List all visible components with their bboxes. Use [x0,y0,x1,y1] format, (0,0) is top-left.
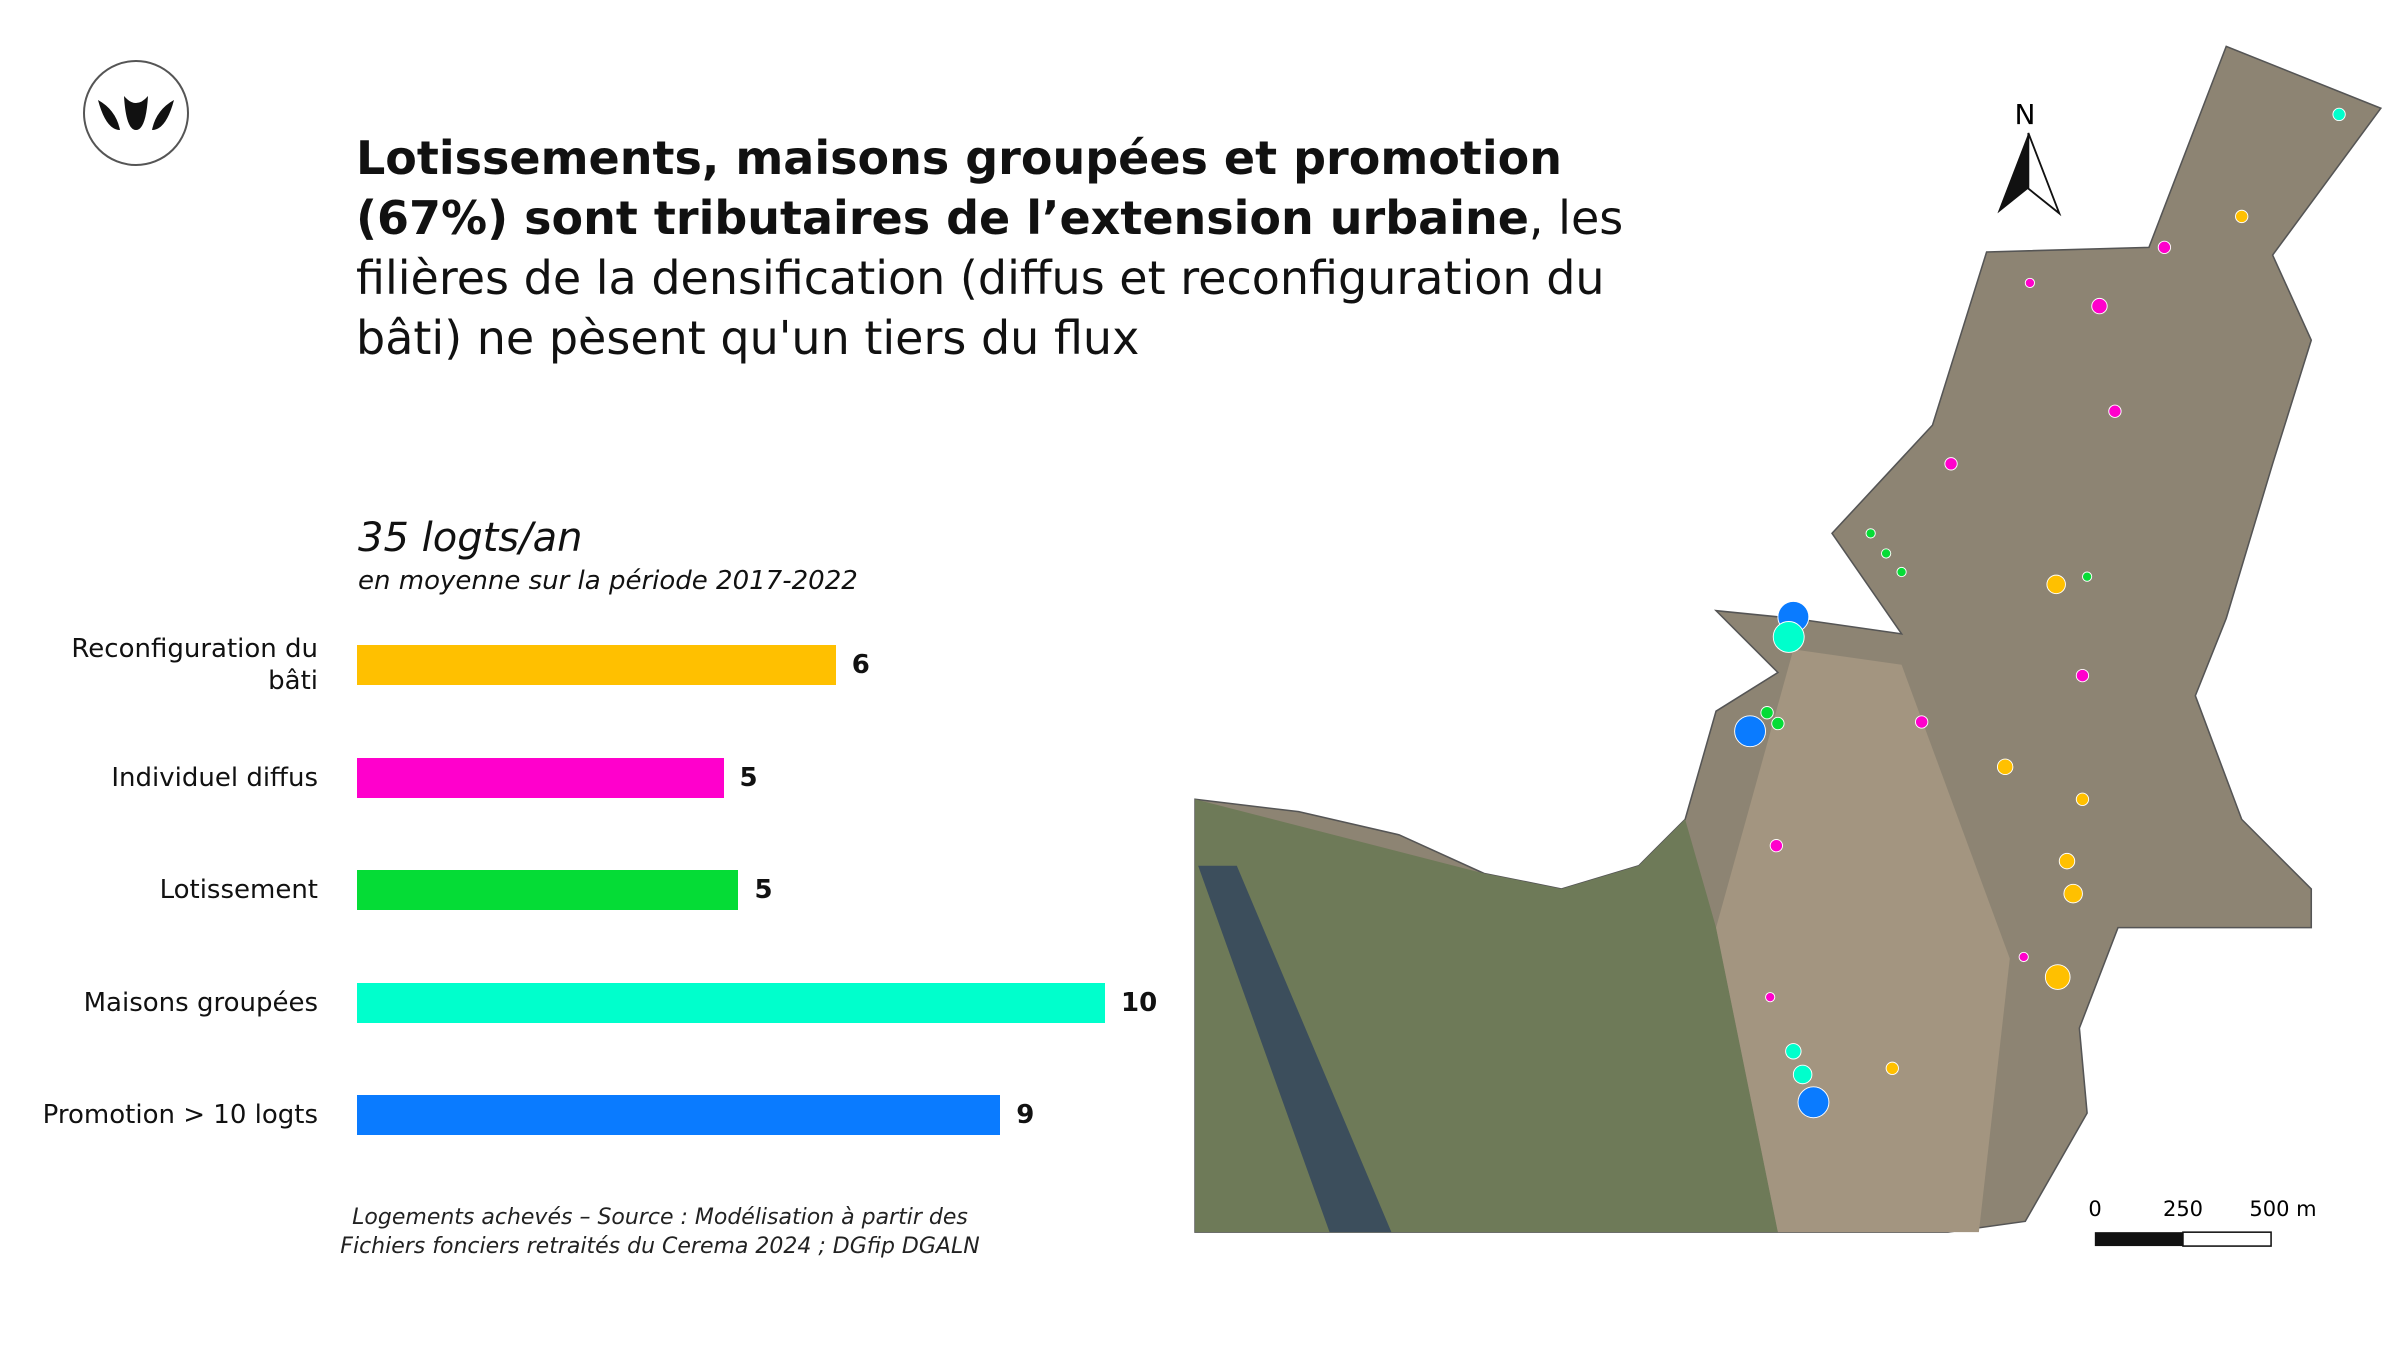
value-label: 9 [1016,1100,1035,1130]
logo [83,60,189,166]
category-label: Maisons groupées [83,987,318,1018]
bar [357,1095,1001,1135]
scale-label: 0 [2088,1197,2101,1221]
map [1194,45,2383,1247]
title: Lotissements, maisons groupées et promot… [356,128,1656,368]
value-label: 5 [754,875,773,905]
category-label: Individuel diffus [111,762,318,793]
scale-label: 500 m [2249,1197,2316,1221]
scale-label: 250 [2163,1197,2203,1221]
chart-subtitle: en moyenne sur la période 2017-2022 [358,566,858,596]
bar [357,982,1105,1023]
footnote: Logements achevés – Source : Modélisatio… [340,1205,980,1259]
chart-title: 35 logts/an [358,515,583,561]
category-label: Reconfiguration du bâti [71,634,318,696]
value-label: 10 [1121,987,1158,1018]
bar [357,870,739,910]
bar [357,645,836,685]
value-label: 5 [739,762,758,793]
category-label: Promotion > 10 logts [42,1100,318,1130]
title-bold: Lotissements, maisons groupées et promot… [356,131,1562,245]
north-label: N [2015,98,2036,131]
value-label: 6 [851,650,870,680]
bar [357,757,724,798]
category-label: Lotissement [159,875,318,905]
title-rest: , les filières de la densification (diff… [356,191,1624,365]
